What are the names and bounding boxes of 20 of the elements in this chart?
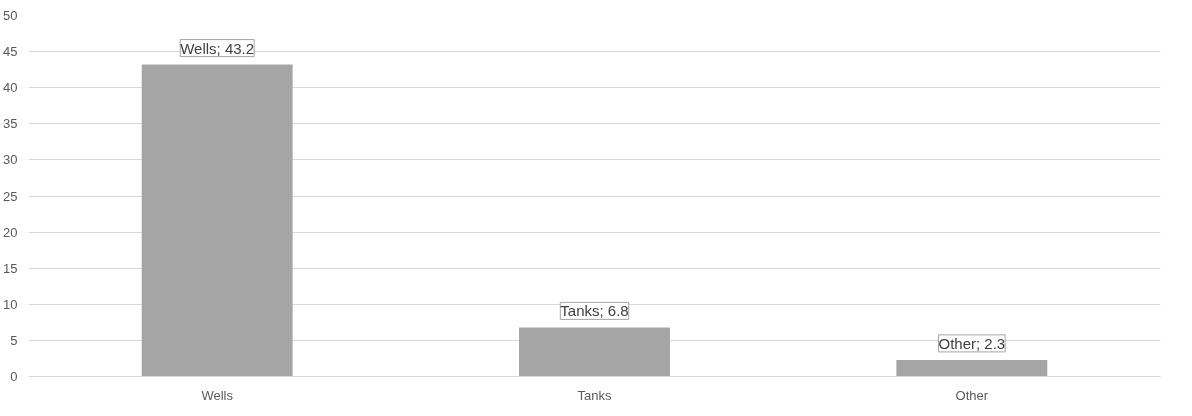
y-tick-label: 15 <box>3 260 18 276</box>
bar <box>141 64 293 377</box>
y-tick-label: 50 <box>3 8 18 23</box>
y-tick-label: 40 <box>3 80 18 96</box>
bar <box>896 359 1048 377</box>
y-tick-label: 5 <box>10 332 18 348</box>
y-tick-label: 45 <box>3 44 18 60</box>
data-label: Tanks; 6.8 <box>560 302 629 320</box>
y-tick-label: 0 <box>10 369 18 384</box>
data-label: Other; 2.3 <box>938 334 1006 352</box>
data-label: Wells; 43.2 <box>180 39 255 57</box>
y-tick-label: 10 <box>3 296 18 312</box>
x-tick-label: Tanks <box>577 387 612 403</box>
y-tick-label: 35 <box>3 116 18 132</box>
y-tick-label: 30 <box>3 152 18 168</box>
y-tick-label: 20 <box>3 224 18 240</box>
x-tick-label: Wells <box>201 387 234 403</box>
x-tick-label: Other <box>955 387 989 403</box>
y-tick-label: 25 <box>3 188 18 204</box>
bar <box>519 327 670 377</box>
